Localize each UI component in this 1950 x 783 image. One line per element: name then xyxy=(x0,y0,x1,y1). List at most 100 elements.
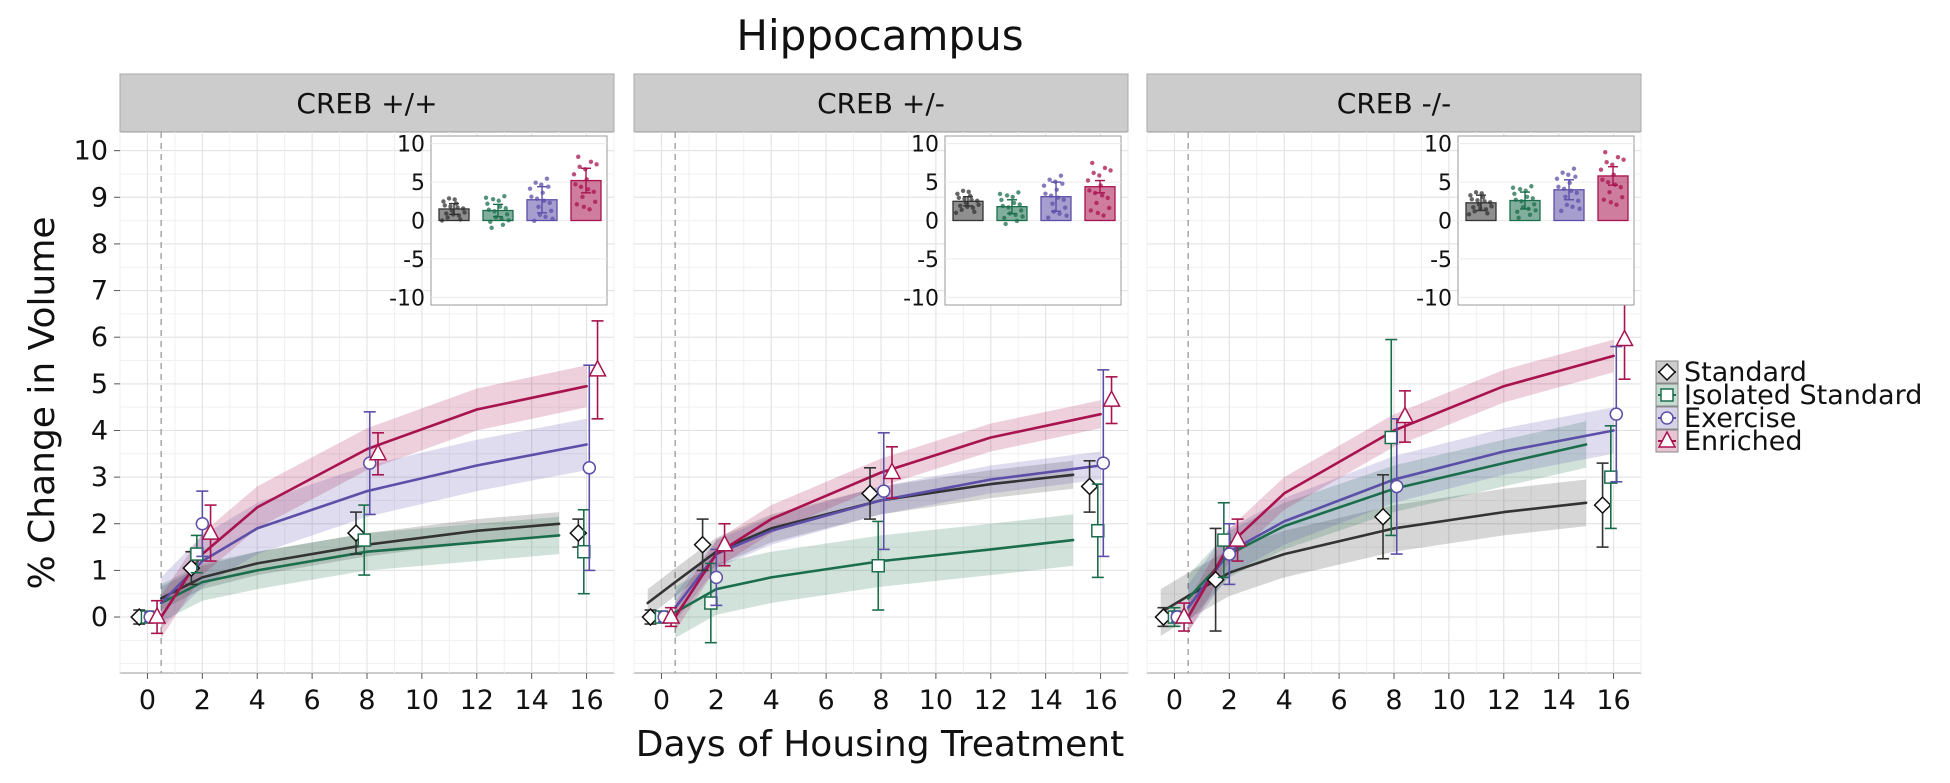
inset-dot xyxy=(974,198,980,203)
inset-dot xyxy=(1466,212,1472,217)
inset-dot xyxy=(1041,183,1047,188)
inset-dot xyxy=(1618,185,1623,190)
legend-marker xyxy=(1660,388,1674,402)
data-point xyxy=(577,544,591,559)
inset-chart: 10 5 0 -5 -10 xyxy=(1416,133,1635,311)
inset-dot xyxy=(1605,180,1611,185)
inset-dot xyxy=(1062,205,1068,210)
inset-dot xyxy=(529,194,534,199)
panel-header-label: CREB -/- xyxy=(1337,87,1451,120)
inset-dot xyxy=(1610,162,1615,167)
x-tick-label: 0 xyxy=(139,685,156,716)
inset-dot xyxy=(537,212,543,217)
legend-item: Exercise xyxy=(1655,403,1796,434)
x-tick-label: 10 xyxy=(1432,685,1466,716)
data-point xyxy=(588,359,607,377)
inset-dot xyxy=(999,197,1004,203)
inset-dot xyxy=(1570,204,1575,210)
inset-dot xyxy=(1003,221,1008,227)
inset-dot xyxy=(1017,202,1022,207)
inset-dot xyxy=(543,214,548,219)
inset-dot xyxy=(1574,190,1579,195)
inset-dot xyxy=(1559,208,1564,214)
inset-dot xyxy=(1010,194,1015,200)
inset-dot xyxy=(972,209,977,215)
x-tick-label: 14 xyxy=(1028,685,1062,716)
inset-y-tick-label: -10 xyxy=(903,286,939,311)
inset-dot xyxy=(1469,197,1475,202)
inset-dot xyxy=(483,195,489,200)
inset-dot xyxy=(1575,198,1581,203)
inset-dot xyxy=(1064,213,1069,218)
x-tick-label: 10 xyxy=(405,685,439,716)
inset-dot xyxy=(1048,193,1054,198)
inset-dot xyxy=(578,184,584,190)
inset-dot xyxy=(1516,215,1521,221)
inset-dot xyxy=(958,203,963,209)
data-point xyxy=(1228,529,1247,547)
inset-dot xyxy=(539,182,544,187)
inset-dot xyxy=(1567,180,1572,185)
inset-dot xyxy=(446,196,452,201)
y-tick-label: 9 xyxy=(91,182,108,213)
y-tick-label: 5 xyxy=(91,369,108,400)
inset-dot xyxy=(455,205,460,210)
inset-dot xyxy=(1615,154,1621,160)
inset-dot xyxy=(1527,212,1533,218)
y-tick-label: 2 xyxy=(91,509,108,540)
inset-dot xyxy=(1573,174,1578,179)
inset-chart: 10 5 0 -5 -10 xyxy=(903,133,1122,311)
inset-dot xyxy=(580,194,585,200)
inset-y-tick-label: 0 xyxy=(411,210,425,235)
inset-dot xyxy=(969,197,974,202)
inset-dot xyxy=(955,191,960,196)
panel-header xyxy=(119,73,615,133)
inset-dot xyxy=(1560,170,1565,175)
inset-dot xyxy=(1058,173,1064,178)
inset-dot xyxy=(1563,194,1568,199)
x-tick-label: 6 xyxy=(304,685,321,716)
x-tick-label: 4 xyxy=(763,685,780,716)
panel-header-label: CREB +/+ xyxy=(296,87,437,120)
x-tick-label: 10 xyxy=(919,685,953,716)
data-point xyxy=(693,535,712,554)
inset-dot xyxy=(953,210,959,216)
inset-dot xyxy=(547,200,552,205)
inset-dot xyxy=(592,199,598,205)
data-point xyxy=(1091,524,1105,538)
x-tick-label: 2 xyxy=(708,685,725,716)
legend-item: Isolated Standard xyxy=(1655,380,1922,411)
legend-item: Standard xyxy=(1655,357,1807,388)
fit-line xyxy=(1159,501,1588,614)
inset-dot xyxy=(503,206,508,211)
confidence-band xyxy=(161,365,587,638)
inset-dot xyxy=(1524,194,1530,199)
inset-dot xyxy=(1556,184,1561,189)
x-tick-label: 2 xyxy=(1221,685,1238,716)
inset-dot xyxy=(439,218,445,223)
inset-dot xyxy=(1055,195,1061,200)
fit-line xyxy=(673,538,1075,614)
inset-dot xyxy=(1487,200,1493,205)
inset-dot xyxy=(966,189,971,194)
inset-dot xyxy=(1471,205,1476,210)
inset-dot xyxy=(442,203,448,208)
fit-line xyxy=(1186,354,1615,619)
data-point xyxy=(582,461,597,475)
data-point xyxy=(1615,328,1634,347)
x-tick-label: 12 xyxy=(1487,685,1521,716)
inset-dot xyxy=(1061,197,1066,202)
fit-line xyxy=(159,522,561,600)
inset-y-tick-label: 5 xyxy=(925,171,939,196)
confidence-band xyxy=(161,418,587,629)
inset-dot xyxy=(594,162,599,167)
confidence-band xyxy=(647,460,1074,617)
legend-marker xyxy=(1657,430,1677,448)
data-point xyxy=(1609,407,1624,421)
inset-dot xyxy=(550,216,555,221)
panel-2: CREB +/- 0 2 4 6 8 10 12 14 16 10 5 0 -5 -10 xyxy=(633,73,1129,716)
x-tick-label: 2 xyxy=(194,685,211,716)
inset-dot xyxy=(499,216,504,221)
